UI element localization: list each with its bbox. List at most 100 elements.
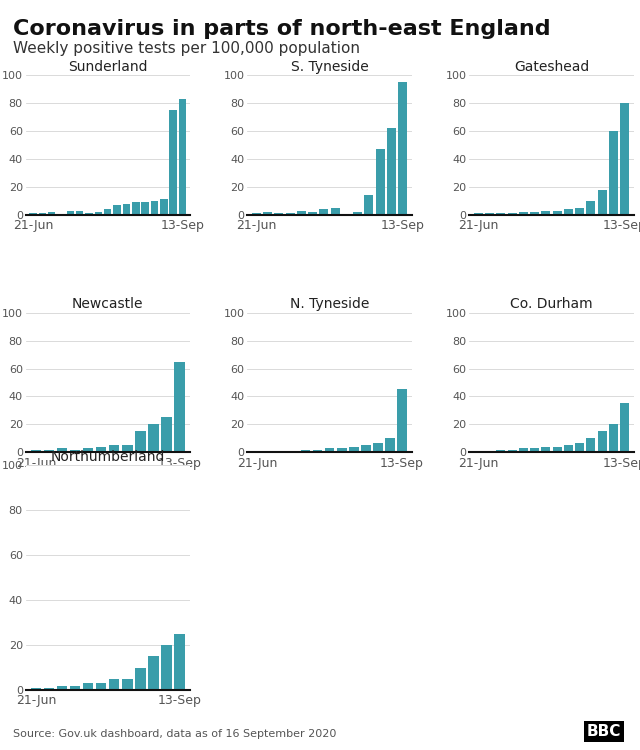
Text: BBC: BBC <box>579 726 611 740</box>
Bar <box>385 439 395 452</box>
Bar <box>179 99 186 214</box>
Bar <box>29 213 37 214</box>
Text: Weekly positive tests per 100,000 population: Weekly positive tests per 100,000 popula… <box>13 41 360 56</box>
Bar <box>564 446 573 452</box>
Bar <box>331 208 340 214</box>
Bar <box>83 683 93 690</box>
Bar <box>135 431 145 452</box>
Bar <box>575 442 584 452</box>
Text: BBC: BBC <box>586 724 621 739</box>
Bar <box>519 212 528 214</box>
Bar <box>609 424 618 452</box>
Bar <box>313 449 323 452</box>
Bar <box>57 686 67 690</box>
Bar <box>474 451 483 452</box>
Bar <box>67 211 74 214</box>
Bar <box>337 448 346 452</box>
Bar <box>44 688 54 690</box>
Text: Coronavirus in parts of north-east England: Coronavirus in parts of north-east Engla… <box>13 19 550 39</box>
Text: BBC: BBC <box>586 724 621 739</box>
Bar <box>109 446 120 452</box>
Bar <box>76 211 83 214</box>
Bar <box>575 208 584 214</box>
Bar <box>485 451 494 452</box>
Bar <box>308 212 317 214</box>
Bar <box>48 212 56 214</box>
Bar <box>252 213 261 214</box>
Bar <box>170 110 177 214</box>
Bar <box>276 451 286 452</box>
Bar <box>122 679 132 690</box>
Bar <box>122 446 132 452</box>
Bar <box>319 209 328 214</box>
Bar <box>132 202 140 214</box>
Bar <box>474 213 483 214</box>
Title: S. Tyneside: S. Tyneside <box>291 60 369 74</box>
Bar <box>135 668 145 690</box>
Bar <box>552 447 561 452</box>
Bar <box>160 200 168 214</box>
Bar <box>264 451 274 452</box>
Bar <box>508 449 516 452</box>
Bar <box>263 212 272 214</box>
Title: Gateshead: Gateshead <box>514 60 589 74</box>
Bar <box>541 447 550 452</box>
Bar <box>96 683 106 690</box>
Bar <box>57 448 67 452</box>
Bar <box>95 212 102 214</box>
Bar <box>353 212 362 214</box>
Bar <box>365 195 374 214</box>
Bar <box>161 418 172 452</box>
Bar <box>113 205 121 214</box>
Bar <box>141 202 149 214</box>
Bar <box>324 448 335 452</box>
Bar <box>620 103 629 214</box>
Bar <box>586 201 595 214</box>
Bar <box>109 679 120 690</box>
Title: N. Tyneside: N. Tyneside <box>290 298 369 311</box>
Bar <box>485 213 494 214</box>
Bar <box>376 149 385 214</box>
Bar <box>361 446 371 452</box>
Bar <box>150 201 158 214</box>
Bar <box>552 211 561 214</box>
Bar <box>564 209 573 214</box>
Bar <box>519 448 528 452</box>
Bar <box>373 442 383 452</box>
Bar <box>541 211 550 214</box>
Bar <box>123 203 130 214</box>
Bar <box>530 212 539 214</box>
Bar <box>161 645 172 690</box>
Bar <box>609 131 618 214</box>
Bar <box>70 449 81 452</box>
Bar <box>252 451 262 452</box>
Bar <box>96 447 106 452</box>
Bar <box>508 213 516 214</box>
Bar <box>38 213 46 214</box>
Bar <box>70 686 81 690</box>
Bar <box>289 451 298 452</box>
Bar <box>496 449 506 452</box>
Bar <box>598 190 607 214</box>
Bar <box>174 362 185 452</box>
Bar <box>44 449 54 452</box>
Bar <box>83 448 93 452</box>
Bar <box>387 128 396 214</box>
Text: Source: Gov.uk dashboard, data as of 16 September 2020: Source: Gov.uk dashboard, data as of 16 … <box>13 729 336 739</box>
Bar <box>148 424 159 452</box>
Bar <box>301 449 310 452</box>
Bar <box>31 688 41 690</box>
Bar <box>104 209 111 214</box>
Bar <box>620 404 629 452</box>
Bar <box>398 82 407 214</box>
Bar <box>148 656 159 690</box>
Title: Newcastle: Newcastle <box>72 298 143 311</box>
Bar <box>496 213 506 214</box>
Bar <box>297 211 306 214</box>
Bar <box>530 448 539 452</box>
Bar <box>285 213 294 214</box>
Bar <box>349 447 358 452</box>
Title: Sunderland: Sunderland <box>68 60 147 74</box>
Bar <box>174 634 185 690</box>
Bar <box>598 431 607 452</box>
